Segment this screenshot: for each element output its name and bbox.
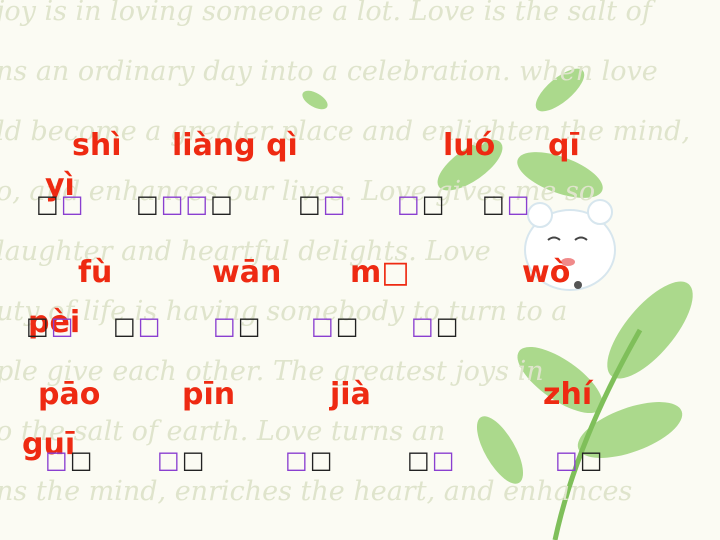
pinyin: guī [22, 427, 76, 462]
pinyin: pīn [182, 377, 236, 412]
character: □ [322, 190, 348, 218]
character: □ [210, 190, 235, 218]
pinyin: pāo [38, 377, 101, 412]
character-group: □□ [411, 312, 460, 340]
character: □ [397, 190, 422, 218]
pinyin: wān [212, 255, 282, 290]
character-group: □□ [36, 190, 85, 218]
pinyin: shì [72, 128, 122, 163]
character-group: □□ [311, 312, 360, 340]
background-text: ns the mind, enriches the heart, and enh… [0, 476, 633, 507]
character: □ [506, 190, 532, 218]
character: □ [69, 446, 95, 474]
character-group: □□ [397, 190, 446, 218]
character: □ [26, 312, 51, 340]
character-group: □□ [157, 446, 206, 474]
character-group: □□ [407, 446, 456, 474]
pinyin: jià [330, 377, 371, 412]
pinyin: yì [45, 168, 75, 203]
character: □ [298, 190, 323, 218]
character: □ [309, 446, 335, 474]
pinyin: luó [443, 128, 496, 163]
background-text: o the salt of earth. Love turns an [0, 416, 446, 447]
character: □ [36, 190, 61, 218]
pinyin: liàng qì [172, 128, 298, 163]
background-text: ns an ordinary day into a celebration. w… [0, 56, 658, 87]
character: □ [137, 312, 163, 340]
character-group: □□ [285, 446, 334, 474]
background-text: ld become a greater place and enlighten … [0, 116, 691, 147]
character: □ [181, 446, 207, 474]
character-group: □□ [26, 312, 75, 340]
pinyin: pèi [28, 305, 81, 340]
character-group: □□ [113, 312, 162, 340]
character: □ [60, 190, 86, 218]
character: □ [285, 446, 310, 474]
character: □ [237, 312, 263, 340]
character: □ [435, 312, 461, 340]
character: □ [311, 312, 336, 340]
character-group: □□ [45, 446, 94, 474]
pinyin: wò [522, 255, 571, 290]
character: □ [482, 190, 507, 218]
background-text: joy is in loving someone a lot. Love is … [0, 0, 652, 27]
character: □ [50, 312, 76, 340]
character: □ [113, 312, 138, 340]
pinyin: m□ [350, 255, 410, 290]
character-group: □□ [298, 190, 347, 218]
character: □ [45, 446, 70, 474]
character: □ [157, 446, 182, 474]
character: □ [411, 312, 436, 340]
character: □ [579, 446, 605, 474]
background-text: o, and enhances our lives. Love gives me… [0, 176, 596, 207]
character-group: □□ [482, 190, 531, 218]
character: □ [431, 446, 457, 474]
pinyin: zhí [543, 377, 593, 412]
character-group: □□□□ [136, 190, 235, 218]
background-text: ple give each other. The greatest joys i… [0, 356, 544, 387]
character: □ [160, 190, 186, 218]
character: □ [421, 190, 447, 218]
character: □ [185, 190, 211, 218]
pinyin: fù [78, 255, 113, 290]
character: □ [407, 446, 432, 474]
character: □ [555, 446, 580, 474]
character: □ [335, 312, 361, 340]
character-group: □□ [213, 312, 262, 340]
background-text: uty of life is having somebody to turn t… [0, 296, 568, 327]
background-text: laughter and heartful delights. Love [0, 236, 491, 267]
character-group: □□ [555, 446, 604, 474]
pinyin: qī [548, 128, 580, 163]
character: □ [136, 190, 161, 218]
character: □ [213, 312, 238, 340]
